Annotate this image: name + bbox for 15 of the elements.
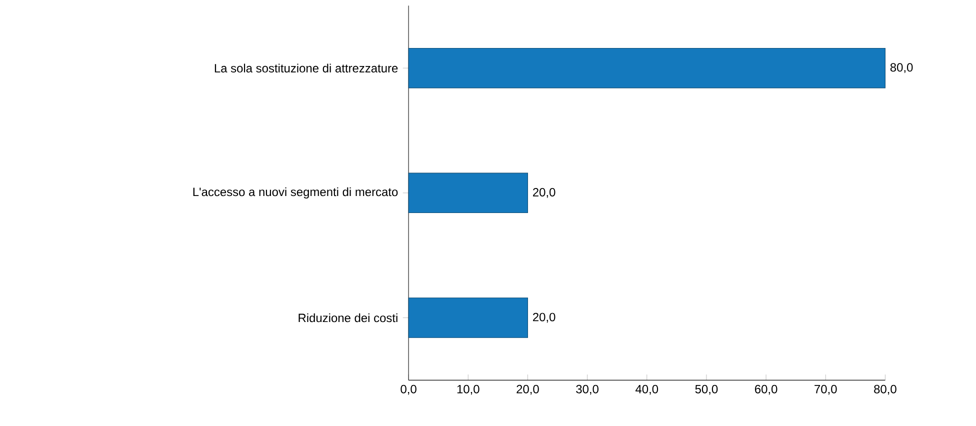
x-tick-label: 20,0 [516, 385, 539, 395]
data-label: 20,0 [533, 188, 556, 198]
x-tick-label: 80,0 [874, 385, 896, 395]
x-tick-label: 10,0 [457, 385, 480, 395]
x-tick-label: 70,0 [814, 385, 837, 395]
y-tick-label: Riduzione dei costi [298, 314, 398, 322]
y-tick-label: L'accesso a nuovi segmenti di mercato [193, 188, 398, 199]
data-label: 80,0 [890, 63, 913, 74]
x-tick-label: 40,0 [636, 385, 658, 395]
x-tick-label: 0,0 [400, 385, 416, 395]
data-label: 20,0 [533, 313, 556, 323]
y-tick-label: La sola sostituzione di attrezzature [214, 64, 398, 73]
x-tick-label: 50,0 [695, 385, 718, 395]
x-tick-label: 60,0 [755, 385, 778, 395]
x-tick-label: 30,0 [576, 385, 598, 395]
